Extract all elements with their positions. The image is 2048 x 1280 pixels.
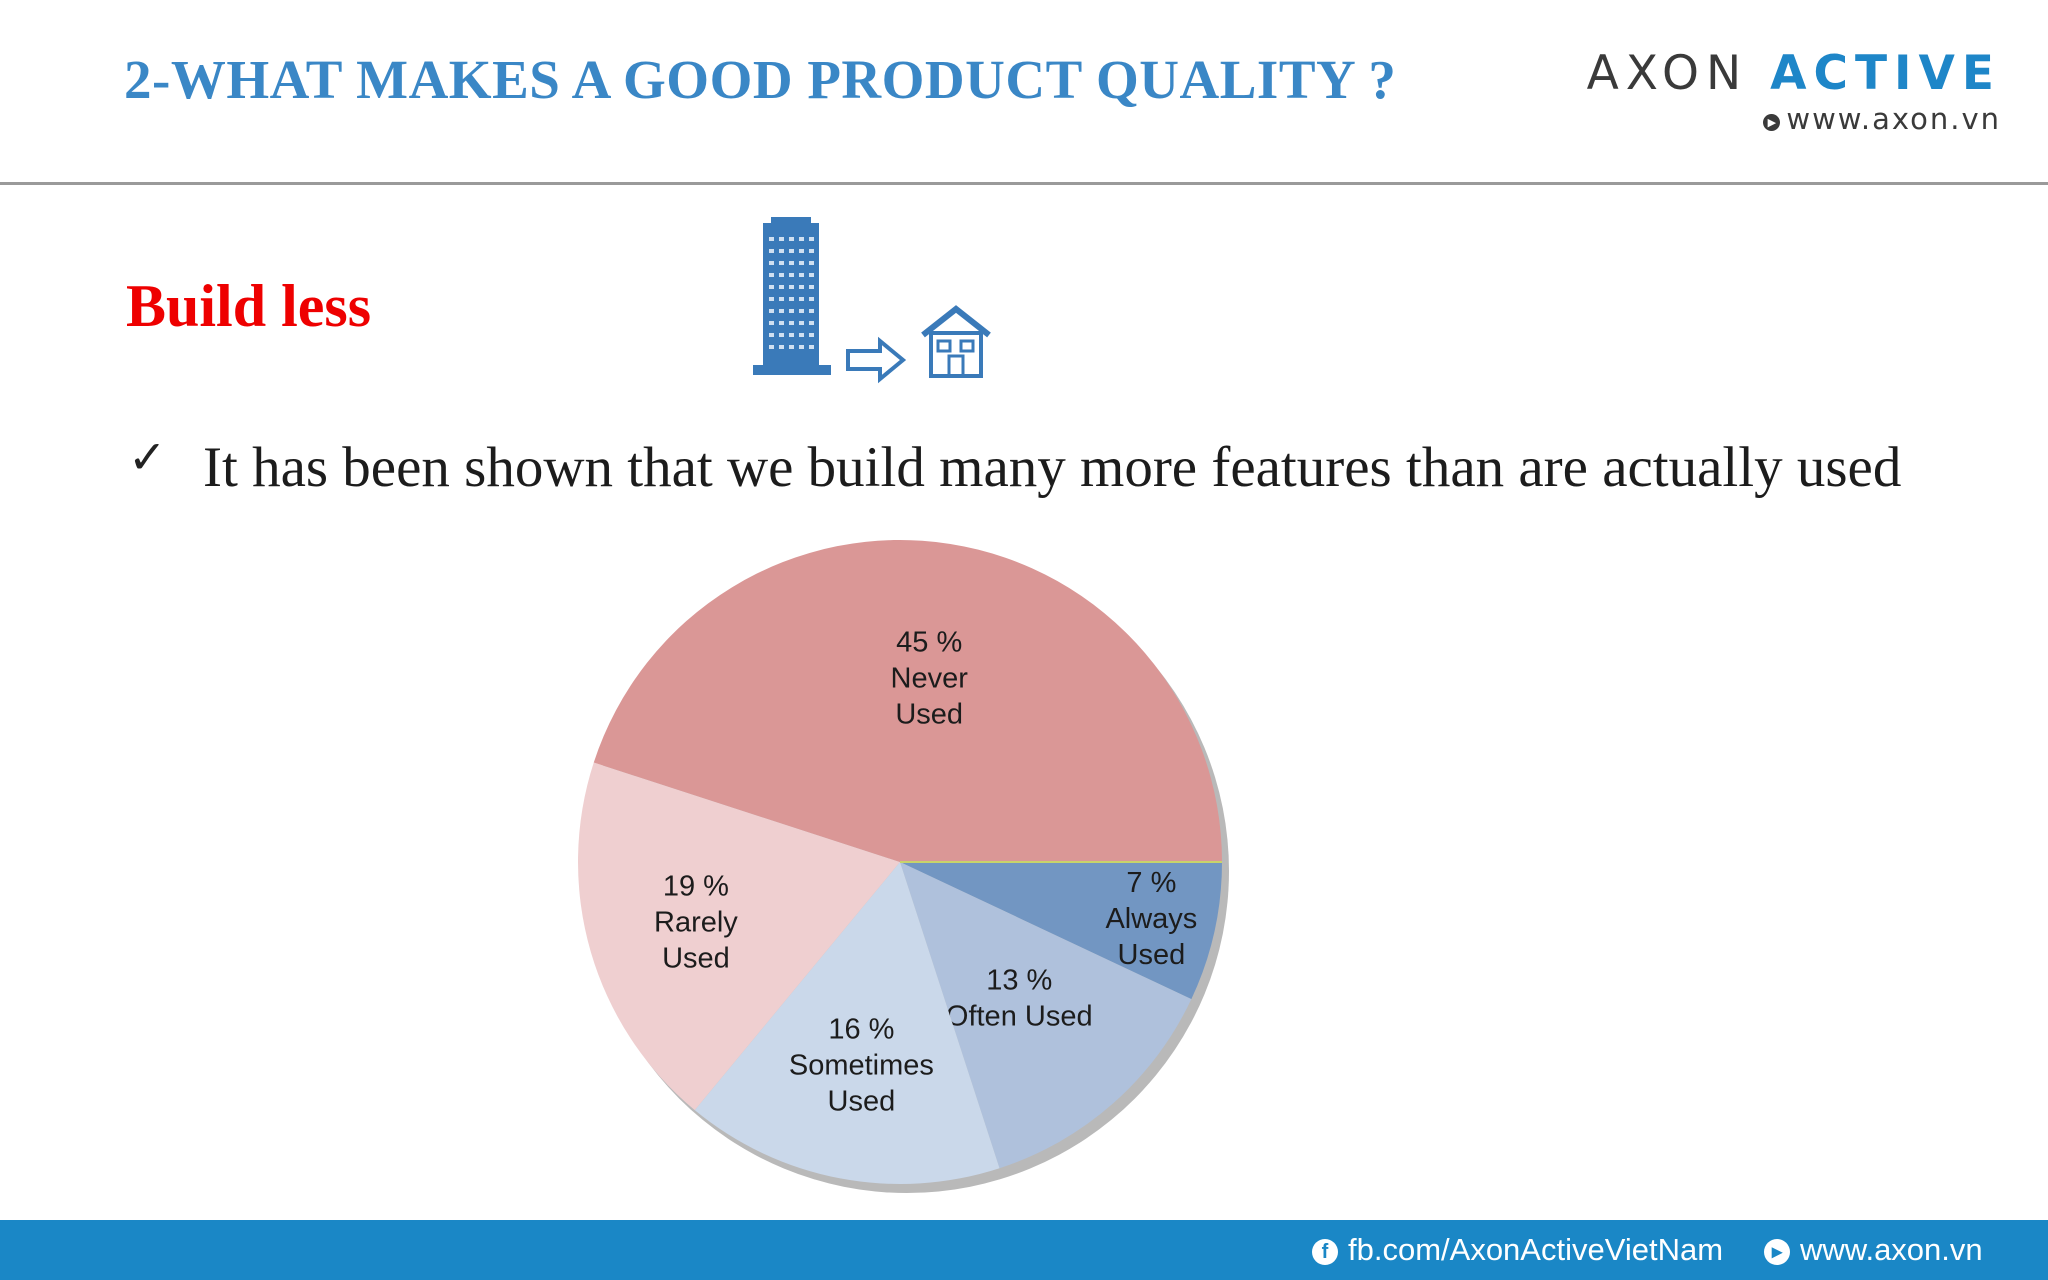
logo-axon-text: AXON	[1586, 46, 1749, 101]
footer-website[interactable]: ▸ www.axon.vn	[1764, 1230, 1983, 1270]
pie-label-never-used: Never	[891, 663, 969, 695]
pie-label-sometimes-used: 16 %	[828, 1013, 894, 1045]
skyscraper-icon	[753, 217, 831, 375]
pie-label-never-used: Used	[895, 699, 963, 731]
pie-label-always-used: Always	[1105, 903, 1197, 935]
footer-facebook-label: fb.com/AxonActiveVietNam	[1348, 1232, 1724, 1267]
pie-label-sometimes-used: Sometimes	[789, 1049, 934, 1081]
pie-slice-sometimes-used	[694, 862, 1000, 1184]
pie-slice-often-used	[900, 862, 1192, 1169]
pie-label-sometimes-used: Used	[828, 1085, 896, 1117]
slide-title: 2-WHAT MAKES A GOOD PRODUCT QUALITY ?	[124, 49, 1397, 110]
right-arrow-icon	[846, 336, 907, 384]
pie-label-never-used: 45 %	[896, 627, 962, 659]
pie-slice-rarely-used	[578, 762, 900, 1111]
logo-url: www.axon.vn	[1786, 102, 2001, 136]
building-to-house-illustration	[753, 217, 991, 384]
arrow-circle-icon: ▶	[1763, 114, 1781, 131]
bullet-text: It has been shown that we build many mor…	[203, 436, 1902, 499]
footer-facebook[interactable]: f fb.com/AxonActiveVietNam	[1312, 1230, 1723, 1270]
pie-label-often-used: Often Used	[946, 1000, 1093, 1032]
house-icon	[921, 305, 991, 378]
pie-label-always-used: 7 %	[1126, 867, 1176, 899]
pie-label-rarely-used: 19 %	[663, 870, 729, 902]
footer-website-label: www.axon.vn	[1800, 1232, 1983, 1267]
footer-bar: f fb.com/AxonActiveVietNam ▸ www.axon.vn	[0, 1220, 2048, 1280]
logo-active-text: ACTIVE	[1770, 46, 2001, 101]
check-icon: ✓	[128, 430, 167, 484]
pie-label-often-used: 13 %	[986, 964, 1052, 996]
facebook-icon: f	[1312, 1239, 1338, 1265]
pie-label-always-used: Used	[1118, 939, 1186, 971]
section-subtitle: Build less	[126, 273, 372, 339]
arrow-circle-icon: ▸	[1764, 1239, 1790, 1265]
usage-pie-chart: 7 % Always Used 13 % Often Used 16 % Sometimes…	[578, 540, 1229, 1193]
pie-label-rarely-used: Used	[662, 942, 730, 974]
axon-active-logo: AXON ACTIVE ▶ www.axon.vn	[1586, 46, 2001, 137]
pie-label-rarely-used: Rarely	[654, 906, 738, 938]
slide-header: 2-WHAT MAKES A GOOD PRODUCT QUALITY ? AX…	[0, 0, 2048, 185]
pie-slice-never-used	[593, 540, 1222, 862]
pie-slice-always-used	[900, 862, 1222, 1000]
